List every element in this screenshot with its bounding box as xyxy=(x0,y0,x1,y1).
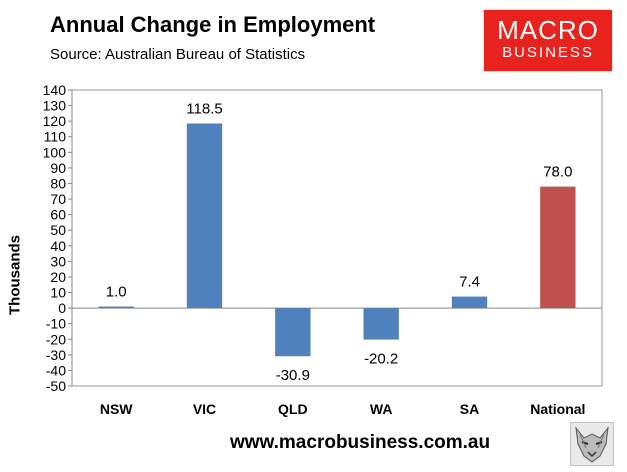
data-label-sa: 7.4 xyxy=(459,274,480,291)
chart-title: Annual Change in Employment xyxy=(50,12,376,37)
y-tick-label: 50 xyxy=(50,222,66,238)
y-tick-label: 140 xyxy=(43,82,67,98)
footer-url: www.macrobusiness.com.au xyxy=(230,432,491,453)
y-tick-label: -40 xyxy=(46,362,66,378)
y-tick-label: -30 xyxy=(46,347,66,363)
x-tick-label-wa: WA xyxy=(370,401,393,417)
y-tick-label: 130 xyxy=(43,98,67,114)
y-tick-label: 40 xyxy=(50,238,66,254)
bar-national xyxy=(540,186,576,309)
data-label-nsw: 1.0 xyxy=(106,284,127,301)
y-tick-label: 20 xyxy=(50,269,66,285)
data-label-national: 78.0 xyxy=(543,164,572,181)
bar-sa xyxy=(451,296,488,309)
y-tick-label: 80 xyxy=(50,175,66,191)
data-label-vic: 118.5 xyxy=(186,100,222,117)
data-label-qld: -30.9 xyxy=(276,367,310,384)
bar-qld xyxy=(275,308,311,357)
wolf-icon xyxy=(570,422,614,466)
logo-line1: MACRO xyxy=(497,15,599,45)
y-tick-label: -20 xyxy=(46,331,66,347)
x-tick-label-qld: QLD xyxy=(278,401,308,417)
y-tick-label: 120 xyxy=(43,113,67,129)
y-tick-label: 100 xyxy=(43,144,67,160)
data-label-wa: -20.2 xyxy=(364,351,398,368)
x-tick-label-national: National xyxy=(530,401,585,417)
y-tick-label: 70 xyxy=(50,191,66,207)
y-tick-label: 90 xyxy=(50,160,66,176)
y-tick-label: -10 xyxy=(46,316,66,332)
y-tick-label: 10 xyxy=(50,285,66,301)
bar-nsw xyxy=(98,306,134,309)
macrobusiness-logo: MACRO BUSINESS xyxy=(484,10,612,71)
bar-wa xyxy=(363,308,399,340)
x-tick-label-nsw: NSW xyxy=(100,401,133,417)
y-tick-label: 60 xyxy=(50,207,66,223)
y-tick-label: 30 xyxy=(50,253,66,269)
bar-vic xyxy=(186,123,223,309)
y-tick-label: -50 xyxy=(46,378,66,394)
logo-line2: BUSINESS xyxy=(502,44,594,61)
x-tick-label-sa: SA xyxy=(460,401,479,417)
y-tick-label: 110 xyxy=(44,129,67,145)
plot-area xyxy=(71,89,603,387)
y-tick-label: 0 xyxy=(58,300,66,316)
x-tick-label-vic: VIC xyxy=(193,401,216,417)
chart-source: Source: Australian Bureau of Statistics xyxy=(50,46,306,63)
